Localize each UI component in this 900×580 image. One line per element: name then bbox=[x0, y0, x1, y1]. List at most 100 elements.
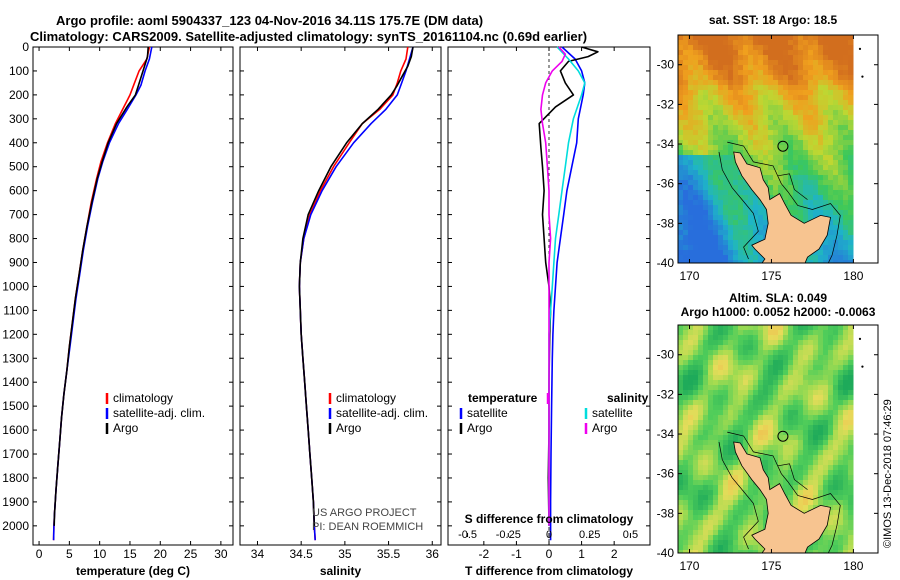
map-cell bbox=[848, 40, 854, 46]
map-cell bbox=[848, 135, 854, 141]
map-cell bbox=[753, 140, 759, 146]
map-cell bbox=[748, 70, 754, 76]
map-cell bbox=[818, 205, 824, 211]
map-cell bbox=[733, 430, 739, 436]
map-cell bbox=[718, 385, 724, 391]
island-dot bbox=[861, 365, 864, 368]
map-cell bbox=[698, 460, 704, 466]
map-cell bbox=[708, 45, 714, 51]
map-cell bbox=[793, 55, 799, 61]
map-cell bbox=[733, 70, 739, 76]
map-cell bbox=[778, 455, 784, 461]
map-cell bbox=[763, 160, 769, 166]
map-cell bbox=[798, 120, 804, 126]
map-cell bbox=[748, 225, 754, 231]
map-cell bbox=[678, 140, 684, 146]
map-cell bbox=[818, 370, 824, 376]
map-cell bbox=[813, 170, 819, 176]
map-cell bbox=[808, 400, 814, 406]
map-cell bbox=[813, 185, 819, 191]
map-cell bbox=[828, 350, 834, 356]
map-cell bbox=[793, 335, 799, 341]
map-cell bbox=[848, 240, 854, 246]
map-cell bbox=[733, 455, 739, 461]
map-cell bbox=[793, 420, 799, 426]
map-cell bbox=[818, 85, 824, 91]
map-cell bbox=[703, 140, 709, 146]
map-cell bbox=[683, 155, 689, 161]
map-cell bbox=[693, 440, 699, 446]
map-cell bbox=[743, 510, 749, 516]
map-cell bbox=[833, 395, 839, 401]
y-tick-label: 300 bbox=[9, 112, 29, 126]
map-cell bbox=[688, 235, 694, 241]
map-cell bbox=[763, 220, 769, 226]
map-cell bbox=[823, 350, 829, 356]
map-cell bbox=[783, 45, 789, 51]
map-cell bbox=[808, 80, 814, 86]
map-cell bbox=[848, 50, 854, 56]
island-dot bbox=[858, 47, 862, 50]
map-cell bbox=[828, 195, 834, 201]
map-cell bbox=[753, 345, 759, 351]
map-cell bbox=[773, 470, 779, 476]
map-cell bbox=[788, 85, 794, 91]
map-cell bbox=[763, 230, 769, 236]
map-cell bbox=[798, 55, 804, 61]
map-cell bbox=[798, 160, 804, 166]
map-cell bbox=[683, 180, 689, 186]
map-cell bbox=[778, 155, 784, 161]
map-cell bbox=[833, 115, 839, 121]
map-cell bbox=[683, 75, 689, 81]
map-cell bbox=[793, 345, 799, 351]
map-cell bbox=[723, 395, 729, 401]
map-cell bbox=[808, 405, 814, 411]
map-cell bbox=[678, 455, 684, 461]
map-cell bbox=[693, 225, 699, 231]
map-cell bbox=[748, 410, 754, 416]
map-cell bbox=[678, 115, 684, 121]
map-cell bbox=[748, 100, 754, 106]
map-cell bbox=[793, 400, 799, 406]
map-cell bbox=[833, 100, 839, 106]
map-cell bbox=[818, 150, 824, 156]
map-cell bbox=[718, 430, 724, 436]
map-cell bbox=[708, 450, 714, 456]
map-cell bbox=[823, 85, 829, 91]
map-cell bbox=[833, 240, 839, 246]
map-cell bbox=[838, 465, 844, 471]
map-cell bbox=[768, 105, 774, 111]
map-cell bbox=[818, 135, 824, 141]
map-cell bbox=[793, 325, 799, 331]
map-cell bbox=[763, 465, 769, 471]
map-cell bbox=[723, 355, 729, 361]
map-cell bbox=[708, 360, 714, 366]
map-cell bbox=[708, 160, 714, 166]
map-cell bbox=[688, 120, 694, 126]
map-cell bbox=[738, 360, 744, 366]
map-cell bbox=[678, 210, 684, 216]
map-cell bbox=[793, 140, 799, 146]
map-cell bbox=[843, 165, 849, 171]
map-cell bbox=[678, 450, 684, 456]
map-cell bbox=[763, 120, 769, 126]
map-cell bbox=[733, 180, 739, 186]
map-cell bbox=[818, 450, 824, 456]
map-cell bbox=[688, 455, 694, 461]
map-cell bbox=[838, 230, 844, 236]
map-cell bbox=[683, 445, 689, 451]
map-cell bbox=[723, 340, 729, 346]
map-cell bbox=[788, 155, 794, 161]
map-cell bbox=[708, 215, 714, 221]
map-cell bbox=[793, 460, 799, 466]
map-cell bbox=[678, 510, 684, 516]
map-cell bbox=[833, 495, 839, 501]
map-cell bbox=[813, 345, 819, 351]
map-cell bbox=[758, 380, 764, 386]
map-cell bbox=[768, 420, 774, 426]
map-cell bbox=[798, 335, 804, 341]
map-cell bbox=[678, 35, 684, 41]
map-cell bbox=[708, 190, 714, 196]
map-cell bbox=[738, 35, 744, 41]
map-cell bbox=[763, 455, 769, 461]
